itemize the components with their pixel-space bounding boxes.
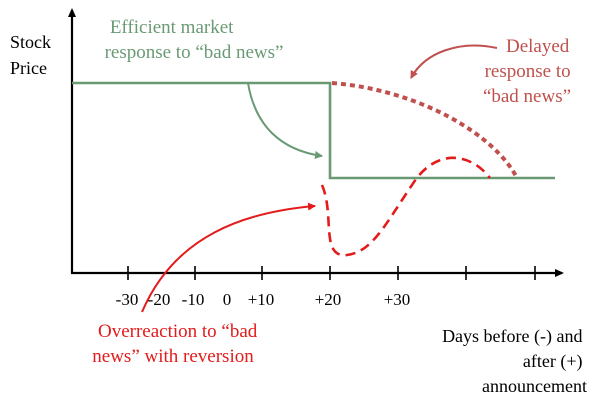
annotation-line: response to xyxy=(485,61,571,82)
tick-label: -10 xyxy=(182,290,205,309)
y-axis-label-line: Stock xyxy=(10,32,51,52)
tick-label: -20 xyxy=(148,290,171,309)
x-axis-label-line: after (+) xyxy=(523,351,583,372)
y-axis-label-line: Price xyxy=(10,58,47,78)
tick-labels: -30 -20 -10 0 +10 +20 +30 xyxy=(116,290,411,309)
annotation-line: response to “bad news” xyxy=(105,42,284,63)
annotation-line: Efficient market xyxy=(110,17,234,38)
y-axis-label: Stock Price xyxy=(10,32,56,78)
x-axis-label: Days before (-) and after (+) announceme… xyxy=(442,326,587,396)
overreaction-curve xyxy=(322,158,490,255)
delayed-annotation: Delayed response to “bad news” xyxy=(483,36,575,107)
annotation-line: “bad news” xyxy=(483,86,571,107)
tick-label: -30 xyxy=(116,290,139,309)
tick-label: +20 xyxy=(315,290,342,309)
efficient-annotation-arrow xyxy=(248,83,322,156)
tick-label: +30 xyxy=(384,290,411,309)
annotation-line: Delayed xyxy=(506,36,570,57)
annotation-line: Overreaction to “bad xyxy=(98,321,258,342)
x-axis-label-line: announcement xyxy=(482,376,587,396)
efficient-annotation: Efficient market response to “bad news” xyxy=(105,17,284,63)
x-axis-label-line: Days before (-) and xyxy=(442,326,582,347)
tick-label: 0 xyxy=(223,290,232,309)
tick-label: +10 xyxy=(248,290,275,309)
annotation-line: news” with reversion xyxy=(92,346,254,367)
overreaction-annotation: Overreaction to “bad news” with reversio… xyxy=(92,321,262,367)
